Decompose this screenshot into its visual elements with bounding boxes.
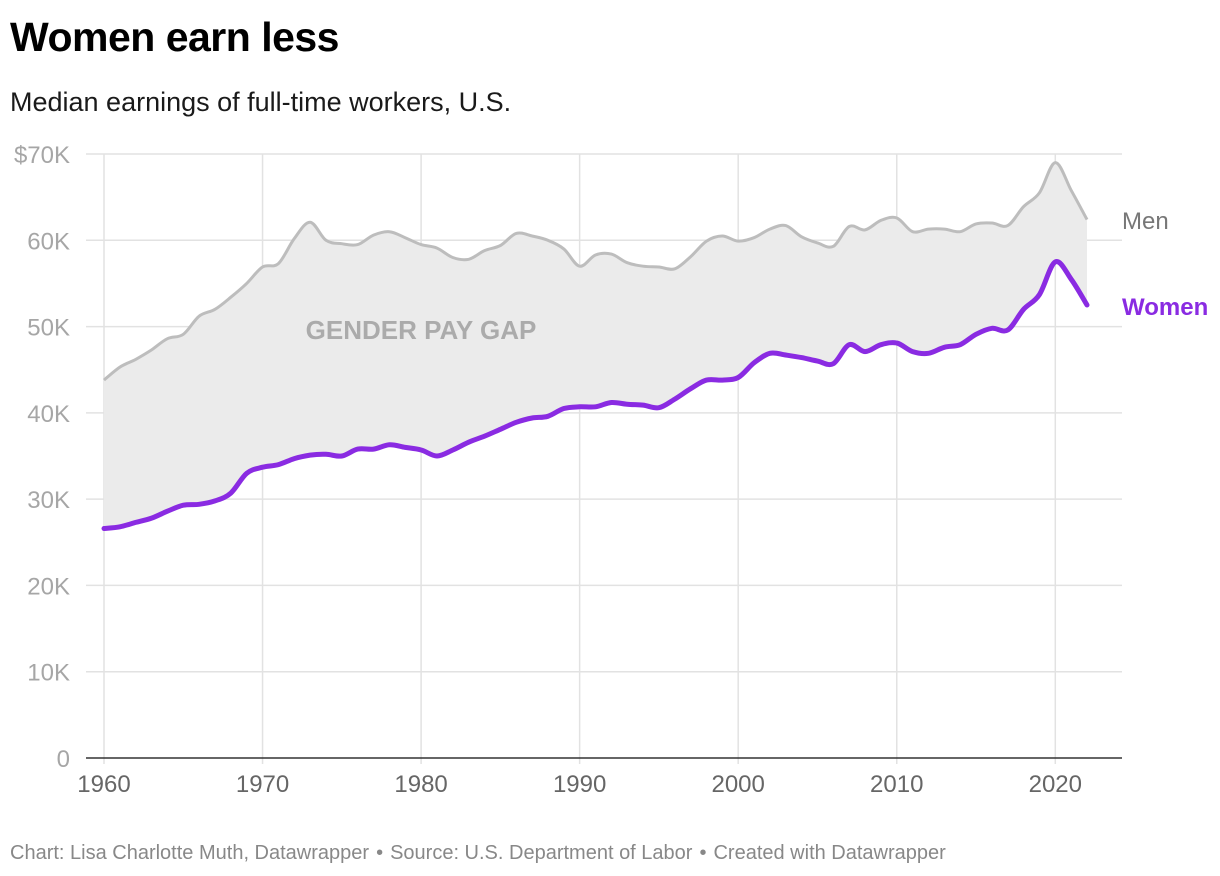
footer-separator: • [376, 842, 384, 864]
y-tick-label: 0 [57, 746, 70, 773]
men-series-line [103, 161, 1089, 382]
x-tick-label: 1970 [236, 771, 289, 798]
women-series-label: Women [1122, 294, 1208, 321]
chart-credit: Chart: Lisa Charlotte Muth, Datawrapper [10, 842, 370, 864]
x-tick-label: 1960 [77, 771, 130, 798]
y-tick-label: 30K [27, 487, 70, 514]
pay-gap-annotation: GENDER PAY GAP [306, 315, 537, 345]
y-tick-label: 20K [27, 573, 70, 600]
y-tick-label: 40K [27, 401, 70, 428]
y-tick-label: $70K [14, 142, 70, 169]
y-tick-label: 50K [27, 315, 70, 342]
y-axis-tick-labels: 0 10K 20K 30K 40K 50K 60K $70K [14, 142, 70, 773]
created-with-credit: Created with Datawrapper [713, 842, 946, 864]
men-series-label: Men [1122, 208, 1169, 235]
x-tick-label: 2010 [870, 771, 923, 798]
y-tick-label: 10K [27, 660, 70, 687]
footer-separator: • [699, 842, 707, 864]
x-tick-label: 1980 [394, 771, 447, 798]
data-source: Source: U.S. Department of Labor [390, 842, 693, 864]
x-axis-tick-labels: 1960 1970 1980 1990 2000 2010 2020 [77, 771, 1082, 798]
gender-pay-gap-chart: GENDER PAY GAP 0 10K 20K 30K 40K 50K 60K $70K 1… [14, 142, 1208, 798]
x-tick-label: 1990 [553, 771, 606, 798]
x-tick-label: 2020 [1029, 771, 1082, 798]
chart-title: Women earn less [10, 14, 340, 60]
pay-gap-area [104, 162, 1087, 529]
x-tick-label: 2000 [711, 771, 764, 798]
women-series-line [101, 259, 1090, 531]
y-tick-label: 60K [27, 228, 70, 255]
chart-footer: Chart: Lisa Charlotte Muth, Datawrapper •… [10, 839, 946, 867]
chart-subtitle: Median earnings of full-time workers, U.… [10, 87, 512, 117]
